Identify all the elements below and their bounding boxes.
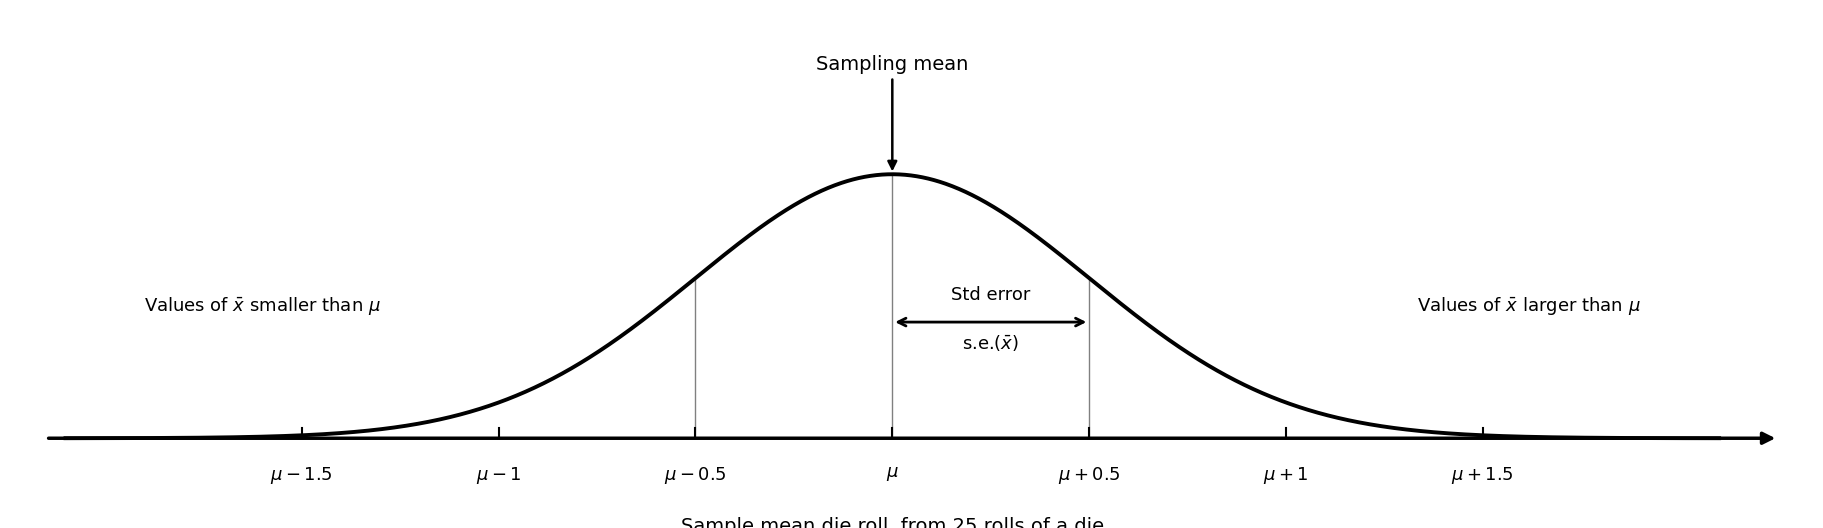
- Text: Values of $\bar{x}$ larger than $\mu$: Values of $\bar{x}$ larger than $\mu$: [1416, 295, 1639, 317]
- Text: $\mu - 0.5$: $\mu - 0.5$: [664, 465, 727, 486]
- Text: Sampling mean: Sampling mean: [815, 55, 968, 168]
- Text: $\mu$: $\mu$: [886, 465, 899, 483]
- Text: Sample mean die roll, from 25 rolls of a die: Sample mean die roll, from 25 rolls of a…: [680, 517, 1103, 528]
- Text: Std error: Std error: [950, 286, 1030, 304]
- Text: $\mu - 1$: $\mu - 1$: [476, 465, 521, 486]
- Text: s.e.$\left(\bar{x}\right)$: s.e.$\left(\bar{x}\right)$: [963, 333, 1019, 353]
- Text: $\mu + 1$: $\mu + 1$: [1263, 465, 1309, 486]
- Text: $\mu + 1.5$: $\mu + 1.5$: [1451, 465, 1513, 486]
- Text: $\mu - 1.5$: $\mu - 1.5$: [270, 465, 334, 486]
- Text: Values of $\bar{x}$ smaller than $\mu$: Values of $\bar{x}$ smaller than $\mu$: [144, 295, 381, 317]
- Text: $\mu + 0.5$: $\mu + 0.5$: [1057, 465, 1119, 486]
